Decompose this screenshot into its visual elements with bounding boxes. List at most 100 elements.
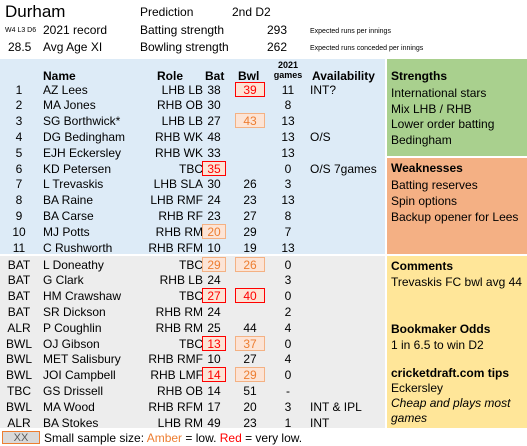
record-label: 2021 record bbox=[43, 23, 108, 37]
bwl-rating: 40 bbox=[243, 289, 257, 304]
bat-rating-flag-box bbox=[202, 256, 226, 272]
player-role: TBC bbox=[179, 289, 203, 304]
weaknesses-panel bbox=[387, 158, 527, 254]
strength-item: Lower order batting bbox=[391, 117, 495, 131]
games-played: 3 bbox=[284, 399, 292, 414]
player-role: RHB WK bbox=[155, 129, 203, 144]
games-played: 4 bbox=[284, 352, 292, 367]
team-title: Durham bbox=[5, 2, 66, 21]
legend-mid: = low. bbox=[182, 431, 220, 445]
bwl-rating-flag-box bbox=[235, 288, 265, 304]
player-name: OJ Gibson bbox=[43, 336, 100, 351]
bat-rating: 10 bbox=[207, 352, 221, 367]
bat-rating-flag-box bbox=[202, 335, 226, 351]
legend-swatch-label: XX bbox=[13, 432, 29, 444]
batting-note: Expected runs per innings bbox=[310, 28, 391, 35]
strength-item: International stars bbox=[391, 86, 487, 100]
bat-rating: 10 bbox=[207, 240, 221, 255]
tips-note: Cheap and plays most bbox=[391, 396, 511, 410]
player-role: RHB RM bbox=[155, 304, 203, 319]
first-xi-panel bbox=[0, 59, 385, 254]
player-name: L Trevaskis bbox=[43, 177, 104, 192]
player-name: L Doneathy bbox=[43, 257, 104, 272]
bwl-rating: 51 bbox=[243, 383, 257, 398]
row-num: 4 bbox=[15, 129, 23, 144]
row-num: 1 bbox=[15, 82, 23, 97]
row-num: 7 bbox=[15, 177, 23, 192]
player-role: LHB LB bbox=[161, 114, 203, 129]
games-played: 0 bbox=[284, 257, 292, 272]
player-name: HM Crawshaw bbox=[43, 289, 122, 304]
player-role: RHB LB bbox=[159, 273, 203, 288]
bat-rating: 25 bbox=[207, 320, 221, 335]
player-role: LHB RM bbox=[157, 415, 203, 430]
batting-value: 293 bbox=[267, 23, 288, 37]
row-num: BAT bbox=[7, 273, 31, 288]
games-played: 0 bbox=[284, 161, 292, 176]
col-games-year: 2021 bbox=[277, 60, 299, 70]
games-played: 11 bbox=[281, 82, 295, 97]
games-played: 3 bbox=[284, 177, 292, 192]
availability: INT? bbox=[310, 82, 337, 97]
prediction-value: 2nd D2 bbox=[232, 5, 271, 19]
bat-rating: 24 bbox=[207, 304, 221, 319]
row-num: 3 bbox=[15, 114, 23, 129]
availability: O/S bbox=[310, 129, 331, 144]
comments-title: Comments bbox=[391, 259, 454, 273]
games-played: 2 bbox=[284, 304, 292, 319]
strength-item: Bedingham bbox=[391, 133, 452, 147]
row-num: 2 bbox=[15, 98, 23, 113]
legend-post: = very low. bbox=[241, 431, 303, 445]
col-games: games bbox=[273, 70, 303, 80]
row-num: BWL bbox=[5, 336, 32, 351]
row-num: 8 bbox=[15, 193, 23, 208]
bwl-rating: 37 bbox=[243, 336, 257, 351]
odds-title: Bookmaker Odds bbox=[391, 322, 491, 336]
games-played: 1 bbox=[284, 415, 292, 430]
player-name: JOI Campbell bbox=[43, 368, 116, 383]
bwl-rating: 20 bbox=[243, 399, 257, 414]
row-num: 5 bbox=[15, 145, 23, 160]
avg-age-value: 28.5 bbox=[8, 40, 32, 54]
player-name: BA Stokes bbox=[43, 415, 99, 430]
bwl-rating-flag-box bbox=[235, 113, 265, 129]
tips-name: Eckersley bbox=[391, 381, 444, 395]
player-name: GS Drissell bbox=[43, 383, 104, 398]
col-role: Role bbox=[157, 69, 184, 83]
bat-rating: 30 bbox=[207, 98, 221, 113]
player-role: RHB RFM bbox=[148, 240, 203, 255]
legend-amber: Amber bbox=[146, 431, 183, 445]
games-played: 0 bbox=[284, 336, 292, 351]
player-role: RHB WK bbox=[155, 145, 203, 160]
legend-text: Small sample size: Amber = low. Red = ve… bbox=[44, 431, 302, 445]
bat-rating: 29 bbox=[207, 257, 221, 272]
bat-rating-flag-box bbox=[202, 367, 226, 383]
bat-rating: 27 bbox=[207, 289, 221, 304]
legend-red: Red bbox=[219, 431, 242, 445]
row-num: 9 bbox=[15, 208, 23, 223]
bat-rating: 17 bbox=[207, 399, 221, 414]
player-name: DG Bedingham bbox=[43, 129, 126, 144]
player-name: EJH Eckersley bbox=[43, 145, 122, 160]
weakness-item: Spin options bbox=[391, 194, 458, 208]
player-role: LHB LB bbox=[161, 82, 203, 97]
player-name: MET Salisbury bbox=[43, 352, 121, 367]
bwl-rating-flag-box bbox=[235, 81, 265, 97]
player-role: TBC bbox=[179, 257, 203, 272]
bowling-label: Bowling strength bbox=[140, 40, 229, 54]
games-played: 4 bbox=[284, 320, 292, 335]
bat-rating: 14 bbox=[207, 383, 221, 398]
row-num: ALR bbox=[7, 415, 31, 430]
row-num: BWL bbox=[5, 368, 32, 383]
player-name: SG Borthwick* bbox=[43, 114, 121, 129]
bwl-rating: 39 bbox=[243, 82, 257, 97]
player-role: LHB RMF bbox=[150, 193, 203, 208]
games-played: 8 bbox=[284, 98, 292, 113]
col-bwl: Bwl bbox=[238, 69, 260, 83]
games-played: 13 bbox=[281, 240, 295, 255]
bowling-value: 262 bbox=[267, 40, 288, 54]
games-played: 0 bbox=[284, 368, 292, 383]
bat-rating-flag-box bbox=[202, 288, 226, 304]
row-num: BAT bbox=[7, 304, 31, 319]
player-role: RHB RMF bbox=[148, 352, 203, 367]
